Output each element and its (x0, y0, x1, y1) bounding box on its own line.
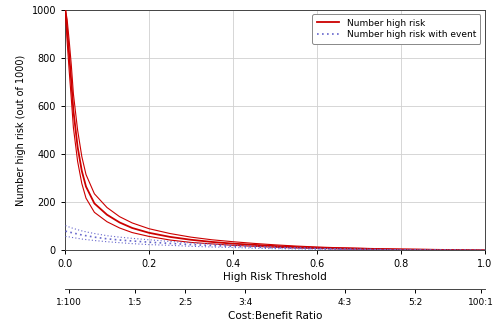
Legend: Number high risk, Number high risk with event: Number high risk, Number high risk with … (312, 14, 480, 44)
Y-axis label: Number high risk (out of 1000): Number high risk (out of 1000) (16, 54, 26, 206)
X-axis label: Cost:Benefit Ratio: Cost:Benefit Ratio (228, 311, 322, 321)
X-axis label: High Risk Threshold: High Risk Threshold (223, 272, 327, 282)
